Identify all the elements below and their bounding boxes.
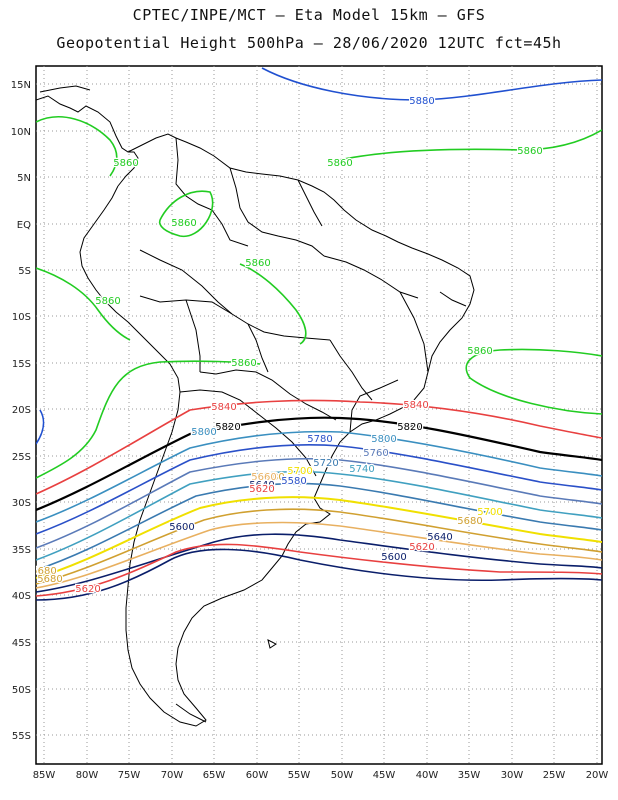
lon-tick-label: 50W — [331, 770, 354, 781]
height-contours — [36, 67, 602, 601]
contour-label: 5840 — [211, 402, 236, 413]
contour-5860-brazil — [239, 263, 307, 345]
map-frame — [35, 65, 603, 765]
contour-label: 5800 — [191, 427, 216, 438]
contour-5600 — [36, 548, 602, 601]
lat-tick-label: 25S — [12, 452, 31, 463]
contour-label: 5680 — [457, 516, 482, 527]
contour-labels: 5880 5860 5860 5860 5860 5860 5860 5860 5860 5840… — [31, 95, 544, 597]
contour-label: 5640 — [427, 532, 452, 543]
contour-5640 — [36, 533, 602, 593]
contour-label: 5580 — [281, 476, 306, 487]
graticule — [36, 66, 602, 764]
contour-label: 5800 — [371, 434, 396, 445]
coastlines — [36, 85, 475, 727]
lat-tick-label: 30S — [12, 498, 31, 509]
lat-tick-label: 5S — [18, 266, 31, 277]
lon-tick-label: 70W — [161, 770, 184, 781]
lon-tick-label: 20W — [586, 770, 609, 781]
lon-tick-label: 65W — [203, 770, 226, 781]
lat-tick-label: 15N — [11, 80, 31, 91]
lon-tick-label: 75W — [118, 770, 141, 781]
contour-label: 5620 — [409, 542, 434, 553]
map-title-line2: Geopotential Height 500hPa – 28/06/2020 … — [56, 34, 562, 52]
contour-label: 5620 — [249, 484, 274, 495]
contour-5620 — [36, 543, 602, 597]
contour-label: 5820 — [215, 422, 240, 433]
contour-5740 — [36, 470, 602, 561]
lat-tick-label: 55S — [12, 731, 31, 742]
contour-label: 5680 — [31, 566, 56, 577]
lat-tick-label: 10S — [12, 312, 31, 323]
contour-label: 5860 — [113, 158, 138, 169]
contour-label: 5860 — [231, 358, 256, 369]
contour-label: 5860 — [245, 258, 270, 269]
contour-5660 — [36, 521, 602, 589]
contour-5860-peru — [36, 267, 131, 341]
contour-5860-north — [36, 116, 118, 177]
contour-5840 — [36, 399, 602, 495]
lon-tick-label: 55W — [288, 770, 311, 781]
lon-tick-label: 85W — [33, 770, 56, 781]
contour-5860-atlantic — [465, 348, 602, 415]
lon-tick-label: 30W — [501, 770, 524, 781]
lat-tick-label: EQ — [17, 220, 31, 231]
contour-label: 5640 — [249, 480, 274, 491]
contour-label: 5860 — [517, 146, 542, 157]
contour-5680 — [36, 508, 602, 585]
lat-tick-label: 35S — [12, 545, 31, 556]
map-title-line1: CPTEC/INPE/MCT – Eta Model 15km – GFS — [132, 6, 486, 24]
contour-label: 5680 — [37, 574, 62, 585]
lat-tick-label: 15S — [12, 359, 31, 370]
axis-ticks: 15N 10N 5N EQ 5S 10S 15S 20S 25S 30S 35S 40S 45S 50S 5… — [11, 80, 609, 781]
contour-5860-amazon — [158, 190, 214, 237]
lon-tick-label: 35W — [458, 770, 481, 781]
lon-tick-label: 45W — [373, 770, 396, 781]
lon-tick-label: 80W — [76, 770, 99, 781]
lon-tick-label: 60W — [246, 770, 269, 781]
contour-label: 5720 — [313, 458, 338, 469]
contour-label: 5740 — [349, 464, 374, 475]
lat-tick-label: 45S — [12, 638, 31, 649]
contour-5780 — [36, 443, 602, 535]
contour-label: 5780 — [307, 434, 332, 445]
contour-label: 5620 — [75, 584, 100, 595]
contour-label: 5860 — [171, 218, 196, 229]
lat-tick-label: 20S — [12, 405, 31, 416]
lon-tick-label: 25W — [543, 770, 566, 781]
contour-label: 5760 — [363, 448, 388, 459]
lat-tick-label: 5N — [17, 173, 31, 184]
lat-tick-label: 40S — [12, 591, 31, 602]
contour-label: 5700 — [477, 507, 502, 518]
lat-tick-label: 50S — [12, 685, 31, 696]
contour-5700 — [36, 496, 602, 579]
contour-5720 — [36, 482, 602, 571]
contour-label: 5860 — [95, 296, 120, 307]
contour-label: 5880 — [409, 96, 434, 107]
contour-5880-west — [36, 409, 45, 445]
contour-5880-north — [261, 67, 602, 101]
contour-5860-north-east — [329, 129, 602, 163]
contour-label: 5860 — [467, 346, 492, 357]
lat-tick-label: 10N — [11, 127, 31, 138]
contour-label: 5700 — [287, 466, 312, 477]
contour-label: 5660 — [251, 472, 276, 483]
contour-label: 5600 — [381, 552, 406, 563]
contour-label: 5840 — [403, 400, 428, 411]
contour-label: 5680 — [259, 472, 284, 483]
contour-label: 5820 — [397, 422, 422, 433]
contour-5860-south — [36, 360, 261, 479]
contour-5820 — [36, 416, 602, 512]
contour-label: 5600 — [169, 522, 194, 533]
contour-label: 5860 — [327, 158, 352, 169]
lon-tick-label: 40W — [416, 770, 439, 781]
contour-5760 — [36, 457, 602, 549]
contour-5800 — [36, 430, 602, 523]
